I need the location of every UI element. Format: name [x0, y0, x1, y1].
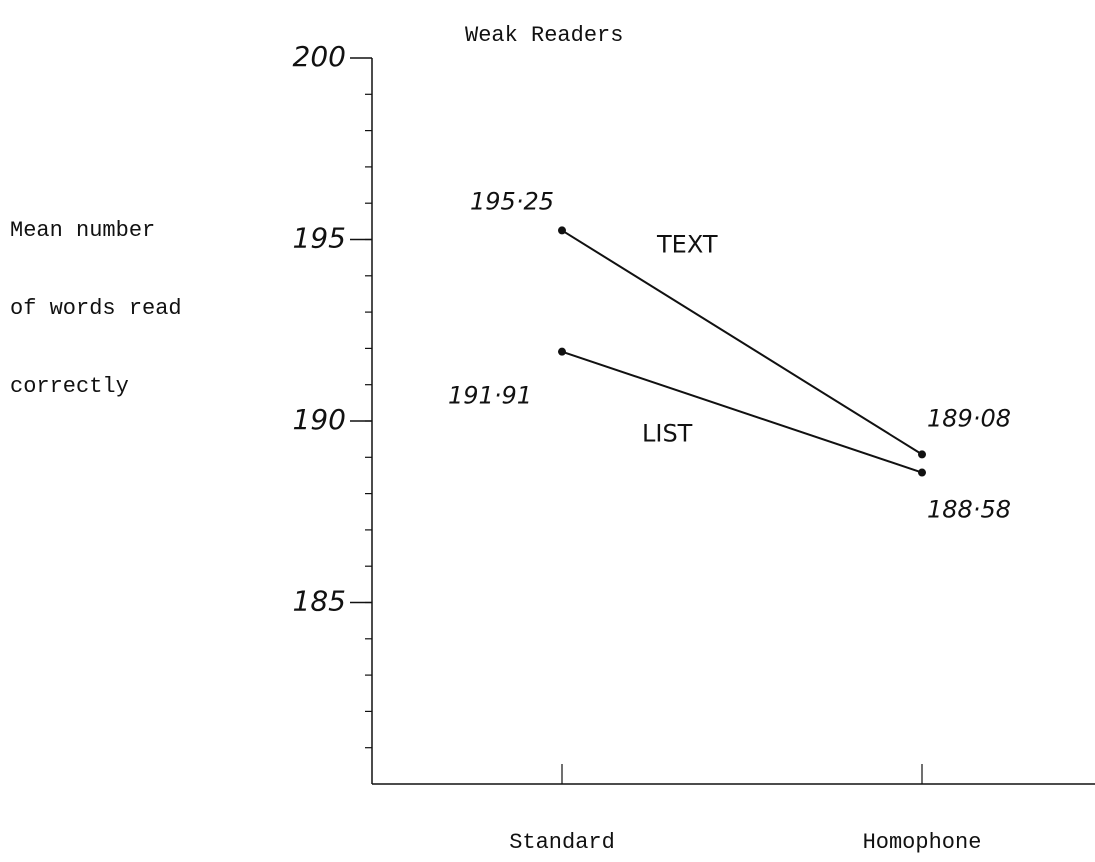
y-tick-label: 185 — [293, 585, 346, 618]
y-axis-label: of words read — [10, 296, 182, 321]
point — [558, 226, 566, 235]
series-label: LIST — [642, 420, 693, 448]
y-axis-label: correctly — [10, 374, 129, 399]
y-tick-label: 200 — [293, 40, 346, 73]
x-tick-label: Homophone — [863, 830, 982, 855]
point — [558, 347, 566, 356]
series-label: TEXT — [656, 230, 718, 258]
y-tick-label: 195 — [293, 222, 346, 255]
y-axis-label: Mean number — [10, 218, 155, 243]
point — [918, 450, 926, 459]
value-label: 195·25 — [470, 187, 554, 215]
chart-title: Weak Readers — [465, 23, 623, 48]
value-label: 188·58 — [927, 496, 1011, 524]
point — [918, 468, 926, 477]
value-label: 191·91 — [448, 382, 532, 410]
x-tick-label: Standard — [509, 830, 615, 855]
y-tick-label: 190 — [293, 403, 346, 436]
value-label: 189·08 — [927, 404, 1011, 432]
series-line — [561, 350, 923, 474]
series-line — [561, 229, 923, 456]
